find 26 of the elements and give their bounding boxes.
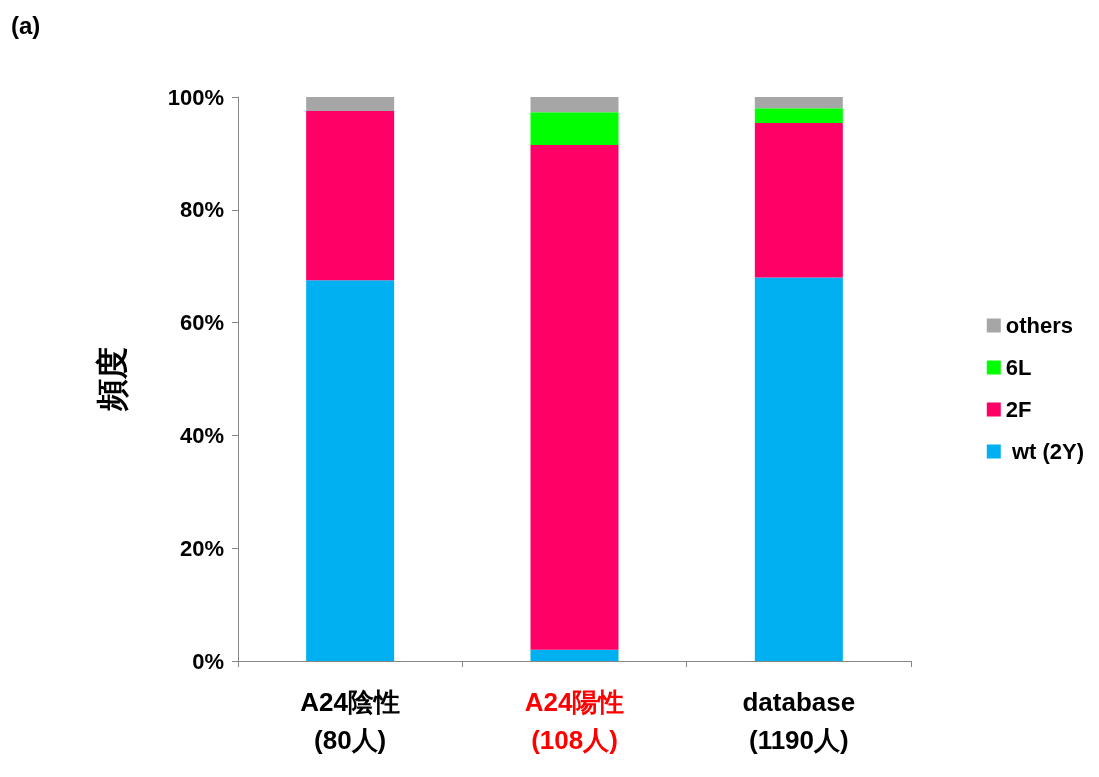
x-tick-label: database (1190人)	[742, 687, 856, 755]
bar	[530, 112, 619, 145]
y-tick-label: 60%	[179, 310, 224, 336]
legend-label: wt (2Y)	[1005, 439, 1085, 464]
y-tick-label: 80%	[179, 197, 224, 223]
bar	[306, 111, 395, 281]
bar	[754, 122, 843, 278]
bar	[754, 97, 843, 109]
x-tick-label: A24陰性 (80人)	[300, 687, 401, 755]
bar	[754, 108, 843, 123]
y-axis-title: 頻度	[94, 347, 130, 412]
legend-label: 6L	[1005, 355, 1032, 380]
bar	[530, 97, 619, 113]
bar	[306, 280, 395, 661]
y-tick-label: 20%	[179, 535, 224, 561]
y-tick-label: 40%	[179, 422, 224, 448]
x-tick-label: A24陽性 (108人)	[524, 687, 625, 755]
bar	[530, 649, 619, 661]
y-tick-label: 100%	[167, 84, 224, 110]
bar	[530, 144, 619, 650]
bar	[754, 277, 843, 661]
text: (a)	[11, 11, 41, 39]
legend-label: 2F	[1005, 397, 1032, 422]
y-tick-label: 0%	[192, 648, 224, 674]
legend-label: others	[1005, 313, 1074, 338]
bar	[306, 97, 395, 112]
